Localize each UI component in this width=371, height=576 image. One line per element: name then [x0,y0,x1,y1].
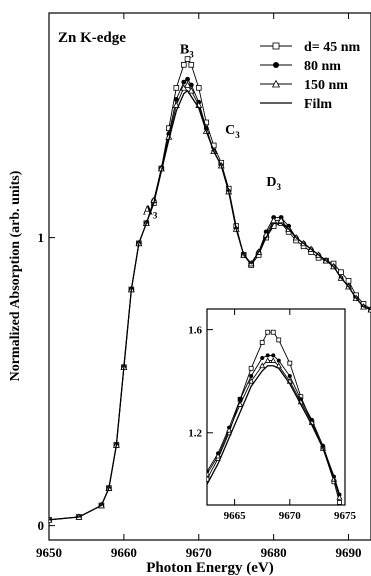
annotation-letter-b3: B [180,42,189,57]
inset-point-80-nm-3 [238,397,243,402]
legend-marker-80-nm [273,62,279,68]
legend-label-d-45-nm: d= 45 nm [304,40,361,55]
main-x-tick-label-9660: 9660 [111,545,137,560]
annotation-b3: B3 [180,42,194,59]
main-point-80-nm-14 [185,76,190,82]
main-point-d-45-nm-12 [173,85,180,91]
inset-point-d-45-nm-0 [207,476,210,482]
main-plot: 9650 9660 9670 9680 9690 0 1 Zn K-edge Photon … [8,12,371,576]
inset-point-150-nm-0 [207,470,211,477]
inset-point-80-nm-5 [260,356,265,360]
inset-point-80-nm-6 [265,353,270,358]
inset-point-d-45-nm-8 [276,337,282,343]
annotation-subscript-a3: 3 [153,211,158,221]
inset-point-80-nm-4 [249,374,254,379]
legend: d= 45 nm 80 nm 150 nm Film [260,40,361,112]
inset-x-tick-label-9675: 9675 [334,510,357,522]
main-series-group [49,56,371,523]
inset-point-d-45-nm-14 [337,500,342,505]
main-point-150-nm-15 [187,87,195,94]
inset-line-film [207,365,341,495]
main-plot-frame [48,12,371,541]
annotation-letter-d3: D [266,175,276,190]
annotation-letter-a3: A [143,204,154,219]
inset-point-80-nm-9 [287,374,292,379]
main-x-tick-label-9680: 9680 [261,545,287,560]
main-y-tick-label-1: 1 [38,230,45,245]
inset-series-group [207,329,343,505]
annotation-subscript-c3: 3 [235,130,240,140]
main-point-d-45-nm-14 [184,56,191,62]
panel-title: Zn K-edge [58,30,126,46]
inset-point-150-nm-14 [336,494,343,500]
legend-marker-d-45-nm [272,42,280,50]
main-x-tick-label-9690: 9690 [336,545,362,560]
annotation-subscript-b3: 3 [189,49,194,59]
main-point-d-45-nm-13 [180,62,187,68]
main-point-80-nm-13 [181,79,187,85]
legend-label-film: Film [304,97,332,112]
main-y-tick-label-0: 0 [38,518,45,533]
main-x-tick-label-9650: 9650 [36,545,62,560]
y-axis-label: Normalized Absorption (arb. units) [8,170,23,381]
main-point-d-45-nm-36 [345,278,352,284]
inset-point-d-45-nm-4 [248,365,254,371]
inset-series-150-nm [207,357,343,500]
inset-point-80-nm-8 [276,358,281,363]
main-x-tick-label-9670: 9670 [186,545,212,560]
inset-point-150-nm-4 [248,377,255,384]
inset-y-tick-label-1-6: 1.6 [188,324,202,336]
main-point-d-45-nm-15 [188,62,195,68]
inset-point-d-45-nm-7 [270,329,276,335]
inset-plot: 9665 9670 9675 1.6 1.2 [188,308,357,522]
annotation-subscript-d3: 3 [276,182,281,192]
annotation-letter-c3: C [225,123,235,138]
inset-point-150-nm-2 [226,426,233,433]
inset-y-tick-label-1-2: 1.2 [188,428,202,440]
main-series-film [49,89,371,521]
main-line-film [49,89,371,521]
main-axis-ticks: 9650 9660 9670 9680 9690 0 1 [36,13,362,560]
inset-point-150-nm-3 [237,401,244,407]
inset-point-150-nm-1 [214,452,222,459]
inset-point-150-nm-7 [270,357,277,363]
inset-series-film [207,365,341,495]
main-point-80-nm-12 [173,96,179,102]
annotation-a3: A3 [143,204,158,221]
inset-point-d-45-nm-5 [259,340,265,345]
annotation-d3: D3 [266,175,281,192]
inset-frame [206,308,346,506]
main-point-d-45-nm-16 [195,85,202,91]
inset-axis-ticks: 9665 9670 9675 1.6 1.2 [188,309,357,522]
inset-point-150-nm-6 [264,357,271,363]
legend-marker-150-nm [271,79,281,88]
inset-x-tick-label-9665: 9665 [224,510,247,522]
inset-point-150-nm-5 [259,362,266,369]
x-axis-label: Photon Energy (eV) [146,560,274,576]
main-point-150-nm-14 [184,81,192,88]
legend-label-80-nm: 80 nm [304,59,341,74]
inset-point-d-45-nm-6 [265,329,271,335]
annotation-c3: C3 [225,123,240,140]
inset-point-d-45-nm-9 [287,360,293,366]
inset-x-tick-label-9670: 9670 [279,510,302,522]
inset-point-80-nm-7 [271,353,276,358]
main-point-d-45-nm-35 [338,269,344,275]
legend-label-150-nm: 150 nm [304,78,348,93]
